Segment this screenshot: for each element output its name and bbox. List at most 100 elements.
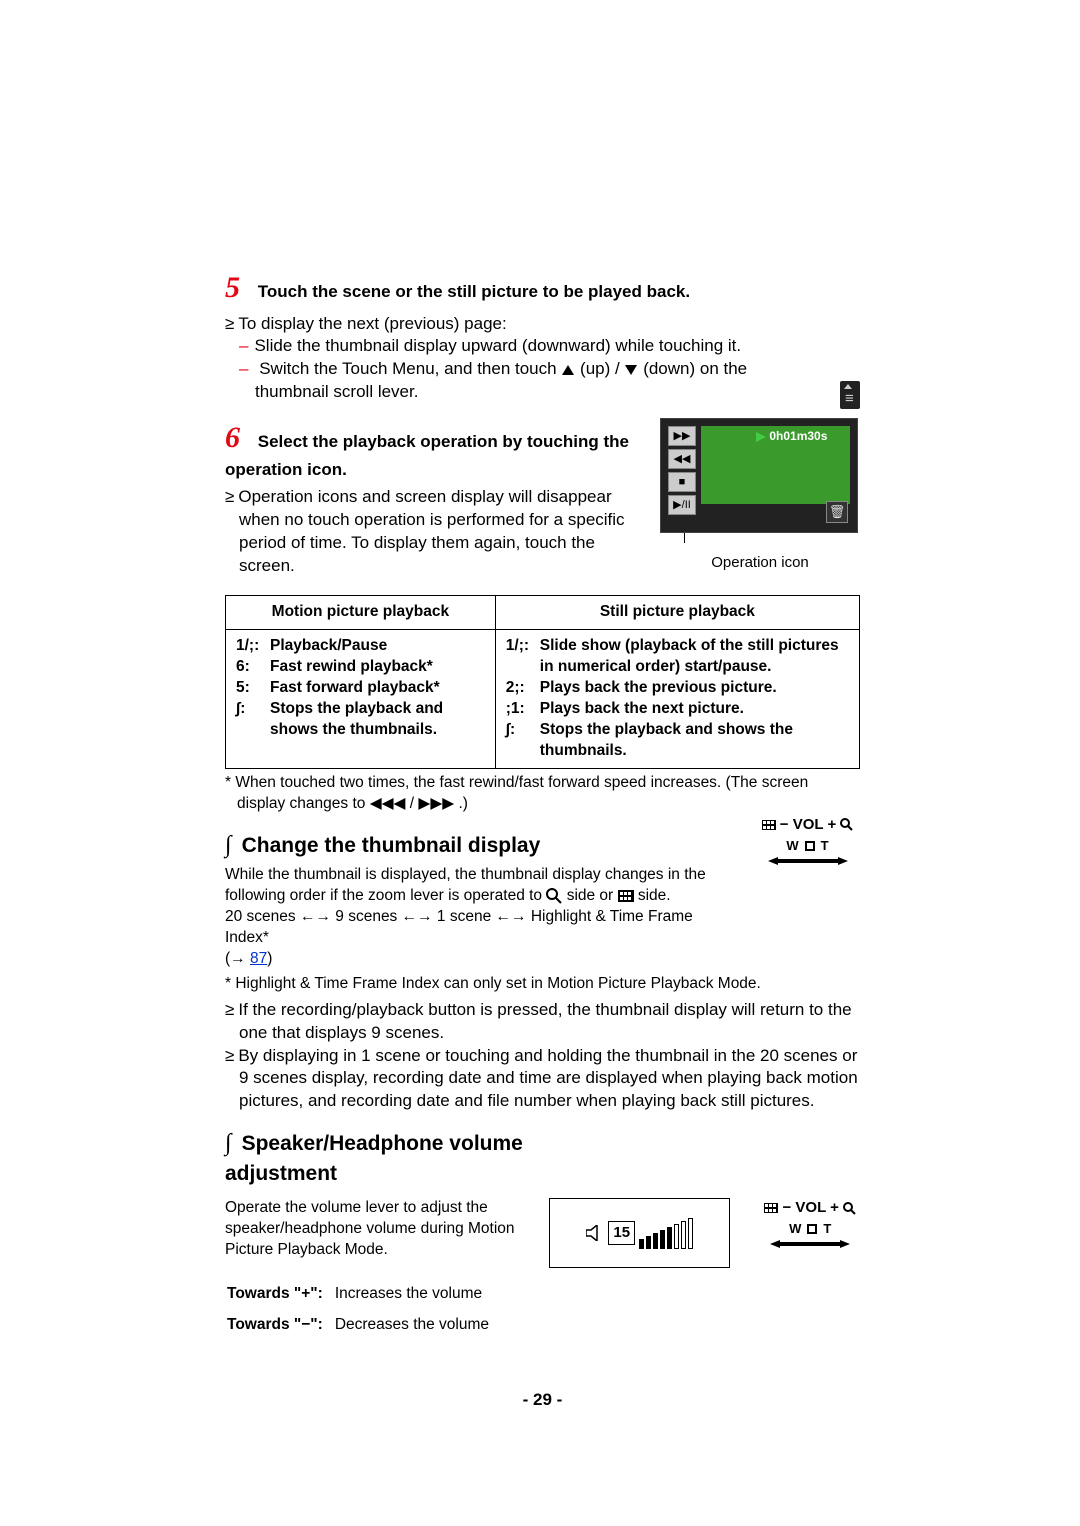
step-5: 5 Touch the scene or the still picture t… bbox=[225, 268, 860, 404]
motion-col-cell: 1/;:Playback/Pause 6:Fast rewind playbac… bbox=[226, 630, 496, 769]
step5-up-label: (up) / bbox=[580, 359, 624, 378]
speaker-section: Operate the volume lever to adjust the s… bbox=[225, 1198, 860, 1268]
s-label-1: Plays back the previous picture. bbox=[540, 679, 777, 696]
step5-dash1: Slide the thumbnail display upward (down… bbox=[255, 335, 860, 358]
timecode-label: 0h01m30s bbox=[756, 428, 827, 444]
vol-plus-desc: Increases the volume bbox=[335, 1280, 499, 1309]
thumb-p1c: side. bbox=[638, 887, 671, 904]
step-6-number: 6 bbox=[225, 418, 253, 459]
operation-icon-column: ▶▶ ◀◀ ■ ▶/II bbox=[668, 426, 696, 515]
step5-bullet: To display the next (previous) page: bbox=[239, 313, 860, 336]
timecode-text: 0h01m30s bbox=[769, 429, 827, 443]
m-label-1: Fast rewind playback* bbox=[270, 658, 433, 675]
vol-label-1: − VOL + bbox=[755, 815, 860, 835]
step5-dash2a: Switch the Touch Menu, and then touch bbox=[259, 359, 561, 378]
step-6-title: Select the playback operation by touchin… bbox=[225, 432, 629, 479]
forward-x3-icon: ▶▶▶ bbox=[418, 795, 454, 812]
thumb-p1b: side or bbox=[567, 887, 618, 904]
stop-icon: ■ bbox=[668, 472, 696, 492]
step-6: 6 Select the playback operation by touch… bbox=[225, 418, 860, 577]
magnify-small-icon bbox=[840, 818, 853, 831]
thumb-sequence: 20 scenes ←→ 9 scenes ←→ 1 scene ←→ High… bbox=[225, 907, 741, 949]
m-icon-1: 6: bbox=[236, 657, 270, 678]
link-arrow: (→ bbox=[225, 950, 250, 967]
vol-minus-desc: Decreases the volume bbox=[335, 1311, 499, 1340]
grid-small-icon-2 bbox=[764, 1203, 778, 1213]
page-87-link[interactable]: 87 bbox=[250, 950, 267, 967]
speaker-icon bbox=[586, 1225, 604, 1241]
s-icon-2: ;1: bbox=[506, 699, 540, 720]
thumb-p1a: While the thumbnail is displayed, the th… bbox=[225, 866, 706, 904]
vol-row-minus: Towards "−": Decreases the volume bbox=[227, 1311, 499, 1340]
page-number: - 29 - bbox=[225, 1389, 860, 1412]
magnify-small-icon-2 bbox=[843, 1202, 856, 1215]
vol-label-2: − VOL + bbox=[760, 1198, 860, 1218]
s-icon-3: ∫: bbox=[506, 720, 540, 762]
preview-screen: 0h01m30s ▶▶ ◀◀ ■ ▶/II 🗑 bbox=[660, 418, 858, 533]
manual-page: 5 Touch the scene or the still picture t… bbox=[225, 268, 860, 1342]
footnote-post: .) bbox=[458, 795, 467, 812]
thumb-b2: By displaying in 1 scene or touching and… bbox=[239, 1045, 860, 1114]
caption-pointer bbox=[684, 533, 685, 543]
t-label-2: T bbox=[823, 1220, 831, 1238]
playback-preview-figure: 0h01m30s ▶▶ ◀◀ ■ ▶/II 🗑 Operation icon bbox=[660, 418, 860, 577]
play-pause-icon: ▶/II bbox=[668, 495, 696, 515]
volume-bars bbox=[639, 1218, 693, 1249]
volume-indicator-figure: 15 bbox=[549, 1198, 730, 1268]
step-5-number: 5 bbox=[225, 268, 253, 309]
vol-row-plus: Towards "+": Increases the volume bbox=[227, 1280, 499, 1309]
double-arrow-icon-2 bbox=[770, 1240, 850, 1248]
w-label-1: W bbox=[786, 837, 798, 855]
thumb-b1: If the recording/playback button is pres… bbox=[239, 999, 860, 1045]
m-label-0: Playback/Pause bbox=[270, 637, 387, 654]
change-thumbnail-section: Change the thumbnail display While the t… bbox=[225, 815, 860, 970]
double-arrow-icon-1 bbox=[768, 857, 848, 865]
w-label-2: W bbox=[789, 1220, 801, 1238]
zoom-lever-figure: − VOL + W T bbox=[755, 815, 860, 970]
trash-icon: 🗑 bbox=[826, 501, 848, 523]
m-label-3: Stops the playback and shows the thumbna… bbox=[270, 699, 485, 741]
s-label-2: Plays back the next picture. bbox=[540, 700, 744, 717]
thumb-heading: Change the thumbnail display bbox=[225, 829, 741, 861]
triangle-up-icon bbox=[561, 364, 575, 376]
lever-graphic-2 bbox=[807, 1224, 817, 1234]
thumb-star-note: * Highlight & Time Frame Index can only … bbox=[225, 974, 860, 995]
vol-text-2: VOL bbox=[795, 1199, 826, 1216]
grid-small-icon bbox=[762, 820, 776, 830]
link-close: ) bbox=[267, 950, 272, 967]
vol-text-1: VOL bbox=[793, 816, 824, 833]
playback-table: Motion picture playback Still picture pl… bbox=[225, 595, 860, 768]
volume-number: 15 bbox=[608, 1221, 635, 1245]
step-5-title: Touch the scene or the still picture to … bbox=[258, 282, 690, 301]
operation-icon-caption: Operation icon bbox=[660, 553, 860, 573]
triangle-down-icon bbox=[624, 364, 638, 376]
m-icon-3: ∫: bbox=[236, 699, 270, 741]
s-label-3: Stops the playback and shows the thumbna… bbox=[540, 720, 849, 762]
m-label-2: Fast forward playback* bbox=[270, 679, 440, 696]
s-icon-0: 1/;: bbox=[506, 636, 540, 678]
still-col-cell: 1/;:Slide show (playback of the still pi… bbox=[495, 630, 859, 769]
speaker-heading: Speaker/Headphone volume adjustment bbox=[225, 1127, 545, 1188]
lever-graphic-1 bbox=[805, 841, 815, 851]
m-icon-2: 5: bbox=[236, 678, 270, 699]
volume-direction-table: Towards "+": Increases the volume Toward… bbox=[225, 1278, 501, 1342]
step6-bullet: Operation icons and screen display will … bbox=[239, 486, 640, 578]
vol-minus-label: Towards "−": bbox=[227, 1316, 323, 1333]
volume-lever-figure: − VOL + W T bbox=[760, 1198, 860, 1248]
m-icon-0: 1/;: bbox=[236, 636, 270, 657]
vol-plus-label: Towards "+": bbox=[227, 1285, 323, 1302]
table-footnote: * When touched two times, the fast rewin… bbox=[225, 773, 860, 815]
thumb-bullets: If the recording/playback button is pres… bbox=[225, 999, 860, 1114]
still-col-head: Still picture playback bbox=[495, 596, 859, 630]
grid-icon bbox=[618, 890, 634, 902]
s-label-0: Slide show (playback of the still pictur… bbox=[540, 636, 849, 678]
s-icon-1: 2;: bbox=[506, 678, 540, 699]
play-indicator-icon bbox=[756, 432, 766, 442]
t-label-1: T bbox=[821, 837, 829, 855]
touch-menu-icon bbox=[840, 381, 860, 409]
magnify-icon bbox=[546, 888, 562, 904]
motion-col-head: Motion picture playback bbox=[226, 596, 496, 630]
footnote-pre: * When touched two times, the fast rewin… bbox=[225, 774, 808, 812]
speaker-text: Operate the volume lever to adjust the s… bbox=[225, 1198, 519, 1261]
step5-dash2: Switch the Touch Menu, and then touch (u… bbox=[255, 358, 860, 404]
